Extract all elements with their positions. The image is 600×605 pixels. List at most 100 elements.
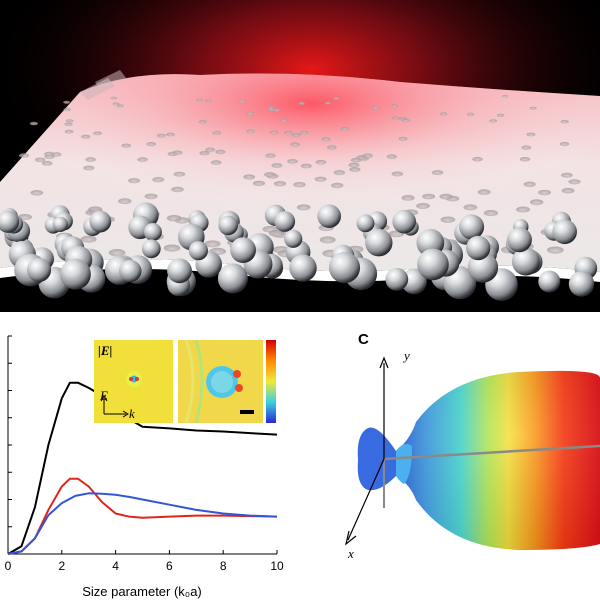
sheet-dimple [44, 151, 55, 157]
sheet-dimple [331, 182, 344, 189]
nanoparticle-sphere [401, 268, 427, 295]
nanoparticle-sphere [507, 227, 532, 253]
sheet-dimple [422, 193, 436, 200]
sheet-dimple [64, 122, 73, 127]
nanoparticle-sphere [218, 215, 238, 236]
x-axis-label: x [347, 546, 354, 561]
k-vector-label: k [129, 406, 135, 421]
x-tick-label: 2 [58, 559, 65, 573]
sheet-dimple [315, 159, 327, 165]
pattern-svg: C y x [345, 331, 600, 561]
sheet-dimple [372, 106, 380, 110]
inset-field-magnitude-label: |E| [98, 343, 112, 358]
nanoparticle-sphere [0, 210, 20, 233]
sheet-dimple [401, 118, 410, 123]
nanoparticle-sphere [141, 239, 161, 259]
sheet-dimple [18, 153, 30, 158]
sheet-dimple [466, 112, 475, 117]
sheet-dimple [243, 174, 256, 180]
sheet-dimple [319, 236, 336, 244]
sheet-dimple [529, 106, 537, 110]
sheet-dimple [199, 151, 210, 156]
spectrum-chart: 0 2 4 6 8 10 Size parameter (k₀a) |E| E k [0, 318, 296, 600]
sheet-dimple [210, 160, 222, 165]
sheet-dimple [324, 101, 332, 105]
sheet-dimple [152, 177, 165, 183]
sheet-dimple [172, 150, 183, 155]
sheet-dimple [271, 163, 283, 168]
y-axis-label: y [402, 348, 410, 363]
sheet-dimple [440, 216, 456, 223]
x-tick-label: 10 [270, 559, 284, 573]
sheet-dimple [333, 170, 346, 176]
inset-2-wavefront-1 [194, 339, 204, 424]
e-field-label: E [99, 388, 108, 403]
sheet-dimple [416, 203, 430, 209]
lobe-neck [396, 443, 412, 484]
nanoparticle-sphere [511, 247, 540, 276]
sheet-dimple [516, 206, 530, 213]
sheet-dimple [472, 156, 483, 162]
sheet-dimple [81, 134, 91, 139]
sheet-dimple [118, 198, 132, 205]
chart-svg: 0 2 4 6 8 10 Size parameter (k₀a) |E| E k [5, 335, 284, 599]
panel-c-letter: C [358, 331, 369, 348]
sheet-dimple [112, 102, 120, 106]
sheet-dimple [431, 170, 444, 176]
series-line-3 [7, 492, 278, 555]
sheet-dimple [477, 189, 491, 195]
sheet-dimple [29, 121, 38, 126]
render-svg [0, 0, 600, 312]
sheet-dimple [238, 99, 246, 103]
nanoparticle-sphere [385, 267, 409, 291]
sheet-dimple [204, 240, 221, 248]
sheet-dimple [321, 137, 331, 142]
sheet-dimple [299, 130, 309, 135]
sheet-dimple [269, 130, 279, 135]
e-field-arrowhead-icon [100, 395, 108, 402]
inset-2-wavefront-2 [184, 339, 195, 424]
sheet-dimple [489, 119, 498, 123]
inset-2-hotspot-bottom [235, 384, 243, 392]
nanoparticle-sphere [60, 258, 91, 290]
sheet-dimple [252, 180, 266, 186]
sheet-dimple [348, 162, 360, 168]
sheet-dimple [547, 246, 564, 254]
sheet-dimple [163, 244, 181, 252]
sheet-dimple [298, 101, 305, 105]
sheet-dimple [386, 154, 397, 159]
sheet-dimple [108, 249, 126, 257]
sheet-dimple [279, 118, 288, 123]
sheet-dimple [332, 96, 340, 100]
x-ticks: 0 2 4 6 8 10 [5, 550, 284, 573]
y-axis-arrowhead-icon [379, 356, 389, 369]
nanoparticle-sphere [568, 271, 595, 297]
sheet-dimple [496, 113, 505, 118]
sheet-dimple [215, 149, 226, 155]
inset-2-hotspot-top [233, 370, 241, 378]
sheet-dimple [265, 153, 276, 158]
nanoparticle-sphere [289, 254, 317, 282]
sheet-dimple [110, 96, 118, 100]
sheet-dimple [326, 145, 337, 150]
nanoparticle-sphere [89, 210, 112, 233]
sheet-dimple [293, 182, 306, 188]
sheet-dimple [146, 142, 157, 147]
nanoparticle-sphere [467, 252, 499, 283]
sheet-dimple [283, 131, 293, 135]
sheet-dimple [501, 94, 509, 98]
nanoparticle-sphere [392, 209, 417, 234]
sheet-dimple [198, 120, 207, 124]
sheet-dimple [128, 178, 141, 184]
sheet-dimple [205, 147, 216, 152]
sheet-dimple [93, 131, 102, 136]
backward-lobe [357, 427, 396, 491]
sheet-dimple [439, 193, 453, 200]
inset-near-field-large [178, 339, 263, 424]
x-axis-title: Size parameter (k₀a) [82, 584, 202, 599]
nanoparticle-sphere [230, 237, 256, 263]
sheet-dimple [273, 181, 287, 187]
sheet-dimple [568, 179, 581, 185]
x-axis [347, 458, 385, 541]
sheet-dimple [85, 157, 96, 162]
